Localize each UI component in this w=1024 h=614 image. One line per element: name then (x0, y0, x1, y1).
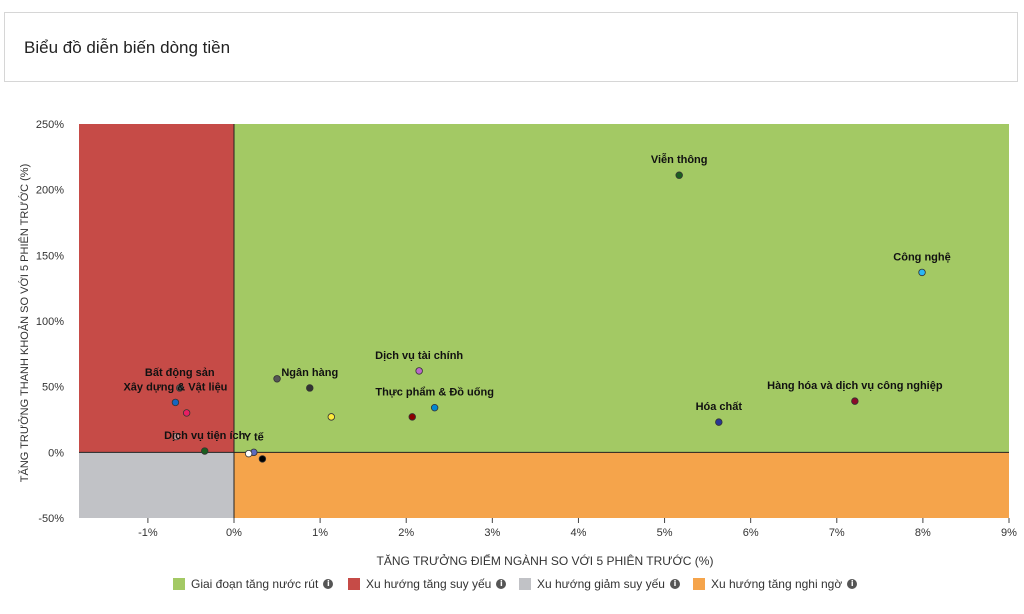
info-icon[interactable]: i (323, 579, 334, 589)
legend-label: Giai đoạn tăng nước rút (191, 577, 319, 591)
legend-item[interactable]: Giai đoạn tăng nước rút i (173, 576, 334, 592)
data-label: Hàng hóa và dịch vụ công nghiệp (767, 380, 943, 392)
data-label: Dịch vụ tiện ích (164, 430, 246, 442)
y-tick-label: 0% (48, 447, 64, 459)
data-point (172, 432, 181, 441)
y-axis-title: TĂNG TRƯỞNG THANH KHOẢN SO VỚI 5 PHIÊN T… (18, 164, 31, 482)
quadrant-top-right (234, 124, 1009, 453)
data-point (273, 375, 281, 383)
x-tick-label: 0% (226, 527, 242, 539)
x-tick-label: 9% (1001, 527, 1017, 539)
data-point (415, 367, 423, 375)
y-tick-label: 200% (36, 185, 64, 197)
data-label: Bất động sản (145, 367, 215, 379)
legend-label: Xu hướng giảm suy yếu (537, 577, 665, 591)
legend-item[interactable]: Xu hướng tăng suy yếu i (348, 576, 507, 592)
legend-label: Xu hướng tăng suy yếu (366, 577, 492, 591)
data-point (176, 384, 184, 392)
data-point (171, 398, 180, 407)
info-icon[interactable]: i (669, 579, 680, 589)
quadrant-top-left (79, 124, 234, 453)
legend-item[interactable]: Xu hướng giảm suy yếu i (519, 576, 680, 592)
data-point (244, 449, 253, 458)
x-tick-label: 4% (570, 527, 586, 539)
y-tick-label: -50% (38, 513, 64, 525)
x-tick-label: 3% (484, 527, 500, 539)
data-point (851, 397, 859, 405)
x-axis-title: TĂNG TRƯỞNG ĐIỂM NGÀNH SO VỚI 5 PHIÊN TR… (377, 553, 714, 568)
info-icon[interactable]: i (496, 579, 507, 589)
header-card: Biểu đồ diễn biến dòng tiền (4, 12, 1018, 82)
data-label: Y tế (244, 431, 265, 443)
quadrant-bottom-right (234, 452, 1009, 518)
data-point (201, 447, 209, 455)
page-title: Biểu đồ diễn biến dòng tiền (24, 38, 231, 57)
legend-swatch (173, 578, 185, 590)
data-point (675, 171, 683, 179)
data-point (715, 418, 723, 426)
y-tick-label: 100% (36, 316, 64, 328)
chart-legend: Giai đoạn tăng nước rút i Xu hướng tăng su… (0, 576, 1024, 594)
x-tick-label: 2% (398, 527, 414, 539)
x-tick-label: 1% (312, 527, 328, 539)
x-tick-label: 7% (829, 527, 845, 539)
data-label: Viễn thông (651, 153, 708, 166)
x-tick-label: 8% (915, 527, 931, 539)
legend-item[interactable]: Xu hướng tăng nghi ngờ i (693, 576, 858, 592)
data-point (918, 268, 926, 277)
data-label: Xây dựng & Vật liệu (123, 381, 227, 393)
legend-swatch (348, 578, 360, 590)
legend-swatch (693, 578, 705, 590)
data-label: Ngân hàng (281, 367, 338, 379)
legend-label: Xu hướng tăng nghi ngờ (711, 577, 843, 591)
x-tick-label: 5% (657, 527, 673, 539)
y-tick-label: 50% (42, 382, 64, 394)
data-point (430, 403, 439, 412)
legend-swatch (519, 578, 531, 590)
data-point (408, 413, 416, 421)
data-point (327, 413, 336, 421)
data-label: Dịch vụ tài chính (375, 350, 463, 362)
data-point (182, 409, 191, 417)
x-tick-label: -1% (138, 527, 158, 539)
data-label: Hóa chất (696, 401, 743, 413)
y-tick-label: 150% (36, 250, 64, 262)
data-label: Công nghệ (893, 251, 950, 263)
data-label: Thực phẩm & Đồ uống (375, 387, 494, 399)
y-tick-label: 250% (36, 119, 64, 131)
info-icon[interactable]: i (847, 579, 858, 589)
data-point (258, 455, 267, 463)
quadrant-bottom-left (79, 452, 234, 518)
data-point (306, 384, 314, 392)
x-tick-label: 6% (743, 527, 759, 539)
